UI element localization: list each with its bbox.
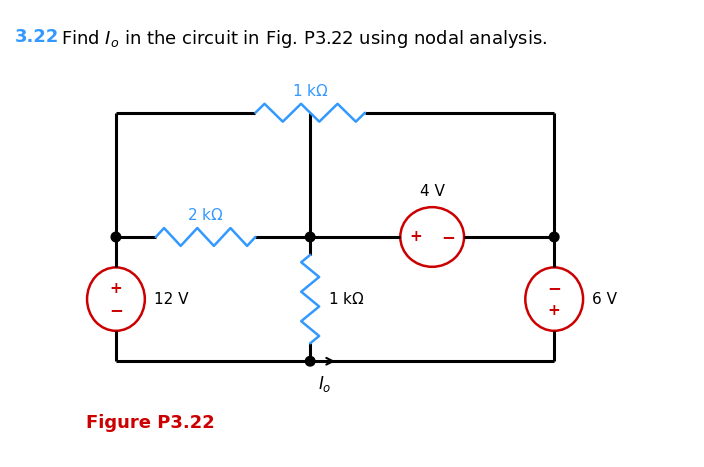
Circle shape [111,232,120,242]
Text: −: − [547,279,561,297]
Text: −: − [109,301,123,319]
Text: +: + [110,281,122,296]
Text: 4 V: 4 V [420,184,445,199]
Text: Figure P3.22: Figure P3.22 [86,414,215,432]
Circle shape [306,356,315,366]
Text: 6 V: 6 V [592,291,617,307]
Text: +: + [410,229,422,245]
Text: 12 V: 12 V [153,291,188,307]
Text: +: + [548,303,560,318]
Text: Find $I_o$ in the circuit in Fig. P3.22 using nodal analysis.: Find $I_o$ in the circuit in Fig. P3.22 … [61,28,548,50]
Circle shape [549,232,559,242]
Text: 1 k$\Omega$: 1 k$\Omega$ [328,291,365,307]
Text: $I_o$: $I_o$ [318,374,332,394]
Circle shape [306,232,315,242]
Text: 3.22: 3.22 [14,28,58,46]
Text: 1 k$\Omega$: 1 k$\Omega$ [292,83,329,99]
Text: −: − [441,228,455,246]
Text: 2 k$\Omega$: 2 k$\Omega$ [187,207,224,223]
